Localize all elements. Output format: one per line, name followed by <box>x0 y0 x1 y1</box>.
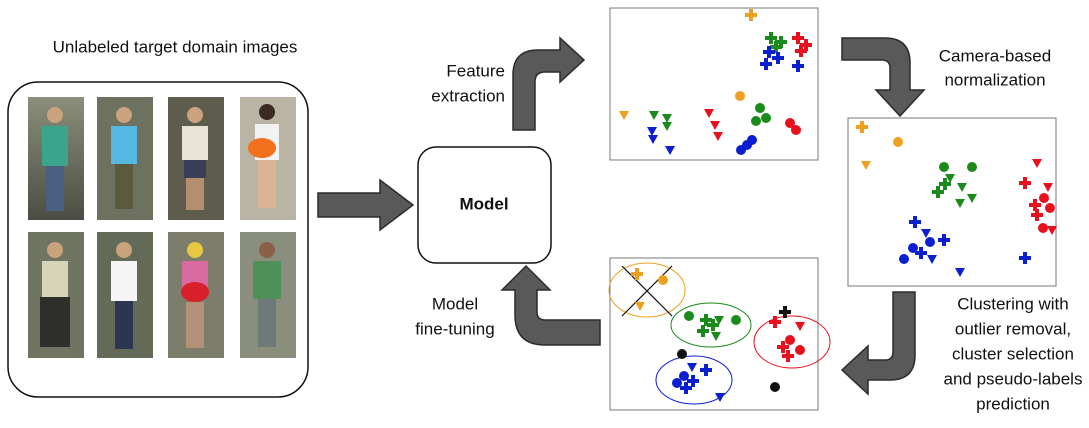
person-image <box>97 232 153 358</box>
arrow <box>842 292 915 394</box>
arrow <box>842 38 924 116</box>
panel-title: Unlabeled target domain images <box>53 37 298 56</box>
step-label: cluster selection <box>952 344 1074 363</box>
person-image <box>97 97 153 220</box>
step-label: Model <box>432 294 478 313</box>
step-label: Clustering with <box>957 294 1069 313</box>
arrow <box>513 38 584 130</box>
arrow <box>318 180 413 230</box>
person-image <box>168 232 224 358</box>
step-label: fine-tuning <box>415 319 494 338</box>
step-label: prediction <box>976 394 1050 413</box>
person-image <box>28 97 84 220</box>
step-label: and pseudo-labels <box>944 369 1083 388</box>
step-label: Camera-based <box>939 46 1051 65</box>
person-image <box>168 97 224 220</box>
arrow <box>502 266 600 345</box>
person-image <box>240 232 296 358</box>
diagram: Unlabeled target domain images Model Fea… <box>0 0 1089 423</box>
step-label: extraction <box>431 86 505 105</box>
step-label: Feature <box>446 61 505 80</box>
person-image <box>28 232 84 358</box>
person-image <box>240 97 296 220</box>
step-label: normalization <box>944 70 1045 89</box>
model-label: Model <box>459 194 508 213</box>
step-label: outlier removal, <box>955 319 1071 338</box>
feature-plot <box>610 8 818 160</box>
